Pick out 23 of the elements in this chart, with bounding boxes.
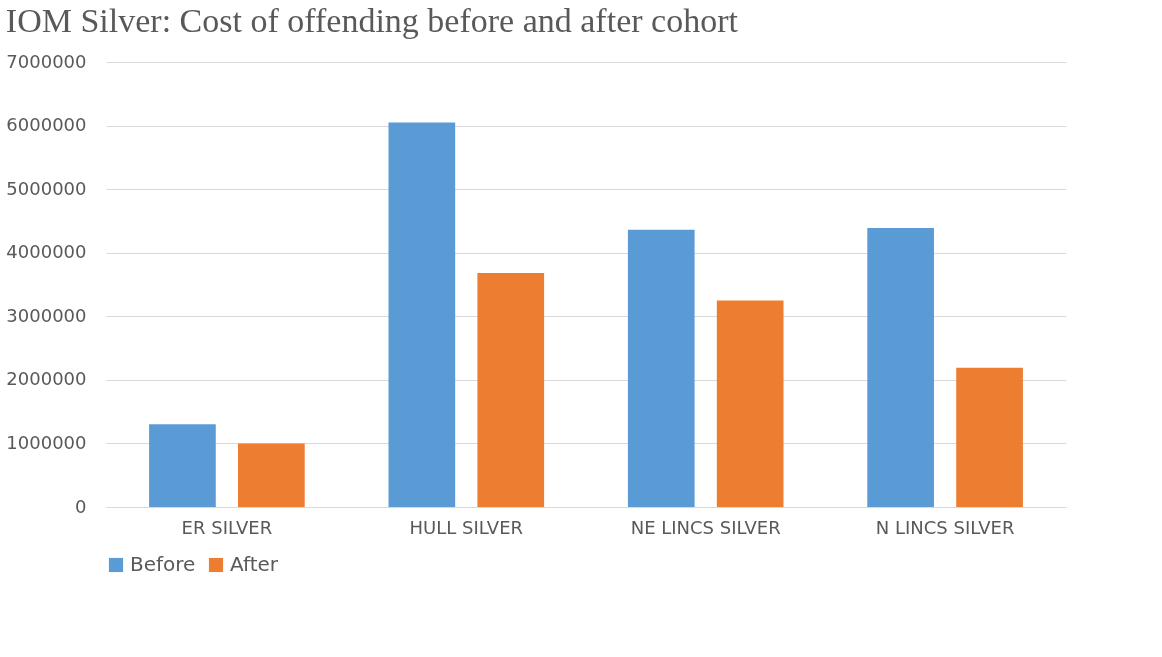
- y-tick-label: 7000000: [6, 50, 87, 72]
- y-tick-label: 6000000: [6, 114, 87, 136]
- bar: [388, 122, 456, 507]
- x-tick-label: HULL SILVER: [409, 516, 524, 538]
- y-tick-label: 4000000: [6, 241, 87, 263]
- y-tick-label: 2000000: [6, 368, 87, 390]
- y-tick-label: 3000000: [6, 304, 87, 326]
- y-tick-label: 5000000: [6, 177, 87, 199]
- chart-title: IOM Silver: Cost of offending before and after cohort: [5, 2, 739, 39]
- x-tick-label: N LINCS SILVER: [875, 516, 1015, 538]
- bar: [477, 273, 545, 507]
- bar: [627, 229, 695, 507]
- bar: [149, 424, 216, 507]
- bar: [867, 227, 934, 507]
- x-tick-label: ER SILVER: [181, 516, 273, 538]
- y-tick-label: 0: [75, 495, 87, 517]
- bar: [238, 443, 305, 507]
- x-tick-label: NE LINCS SILVER: [630, 516, 781, 538]
- legend-label: Before: [130, 552, 196, 576]
- bar: [956, 367, 1023, 507]
- bar: [716, 300, 784, 507]
- legend-label: After: [230, 552, 279, 576]
- y-tick-label: 1000000: [6, 431, 87, 453]
